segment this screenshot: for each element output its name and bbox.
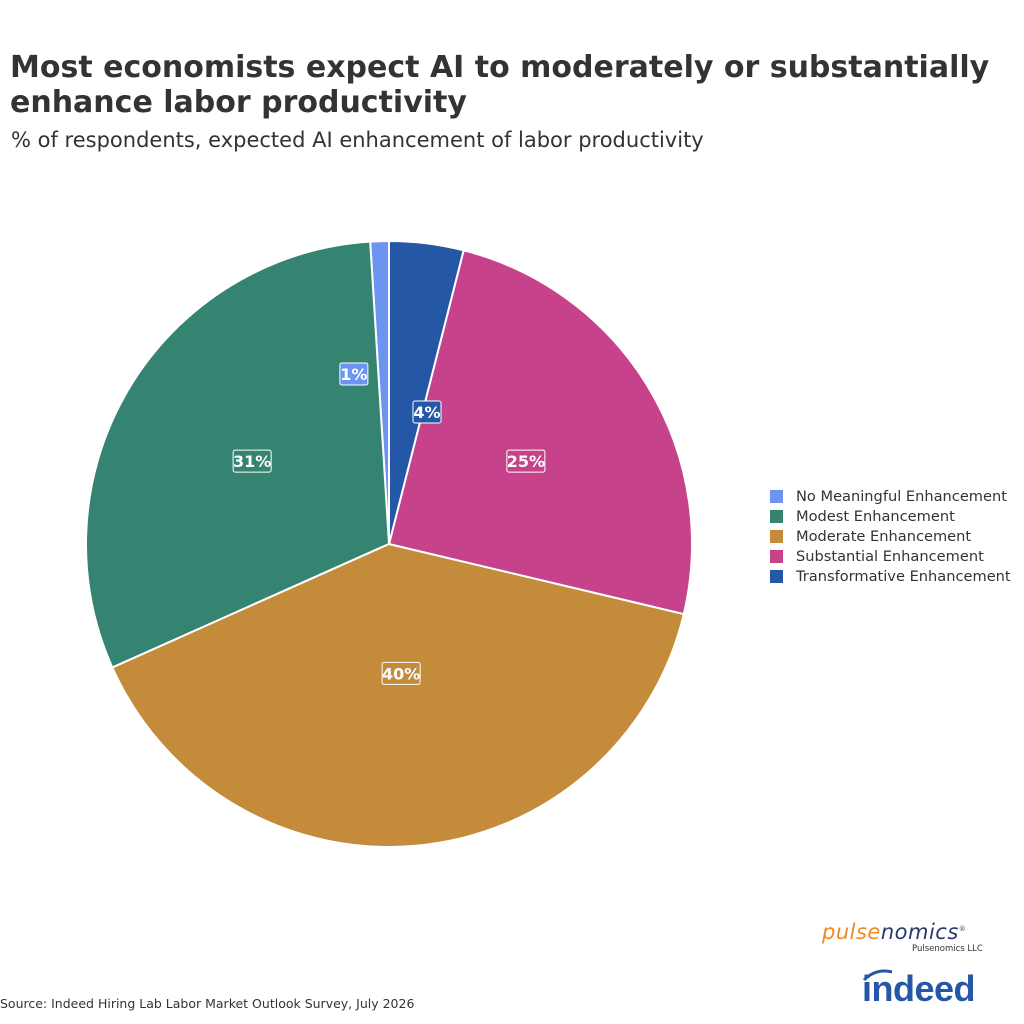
slice-label-text: 1%: [340, 365, 367, 384]
pie-slice-moderate-enhancement: [111, 542, 685, 848]
slice-label: 31%: [232, 449, 272, 473]
pulsenomics-logo: pulsenomics®: [822, 920, 967, 944]
legend-label: Moderate Enhancement: [796, 527, 972, 545]
slice-label-box: [339, 362, 369, 386]
pulsenomics-subtitle: Pulsenomics LLC: [912, 944, 983, 954]
slice-label-text: 31%: [233, 452, 271, 471]
legend-item: No Meaningful Enhancement: [770, 486, 1011, 506]
legend-label: Transformative Enhancement: [796, 568, 1011, 586]
slice-label: 25%: [506, 449, 546, 473]
slice-label: 40%: [381, 661, 421, 685]
legend-item: Transformative Enhancement: [770, 567, 1011, 587]
legend-item: Moderate Enhancement: [770, 526, 1011, 546]
slice-label: 4%: [412, 400, 442, 424]
legend-label: Substantial Enhancement: [796, 548, 984, 566]
legend-item: Modest Enhancement: [770, 506, 1011, 526]
slice-label-box: [412, 400, 442, 424]
slice-label-box: [381, 661, 421, 685]
slice-label-text: 4%: [413, 403, 440, 422]
indeed-arc-icon: [862, 969, 893, 982]
pie-slice-transformative-enhancement: [388, 239, 465, 545]
slice-label-box: [232, 449, 272, 473]
slice-label-text: 25%: [507, 452, 545, 471]
pie-slice-substantial-enhancement: [387, 249, 693, 616]
chart-title: Most economists expect AI to moderately …: [10, 50, 990, 120]
legend-swatch: [770, 550, 783, 564]
slice-label-box: [506, 449, 546, 473]
legend-item: Substantial Enhancement: [770, 547, 1011, 567]
legend: No Meaningful Enhancement Modest Enhancem…: [770, 486, 1011, 587]
legend-label: Modest Enhancement: [796, 507, 955, 525]
pie-labels: 1% 31% 40% 25% 4%: [232, 362, 546, 685]
legend-swatch: [770, 489, 783, 503]
slice-label: 1%: [339, 362, 369, 386]
legend-swatch: [770, 570, 783, 584]
slice-label-text: 40%: [382, 664, 420, 683]
source-note: Source: Indeed Hiring Lab Labor Market O…: [0, 996, 415, 1011]
chart-subtitle: % of respondents, expected AI enhancemen…: [11, 128, 704, 152]
legend-swatch: [770, 509, 783, 523]
indeed-logo: indeed: [862, 968, 976, 1009]
legend-label: No Meaningful Enhancement: [796, 487, 1007, 505]
legend-swatch: [770, 529, 783, 543]
pie-slices: [85, 239, 693, 848]
